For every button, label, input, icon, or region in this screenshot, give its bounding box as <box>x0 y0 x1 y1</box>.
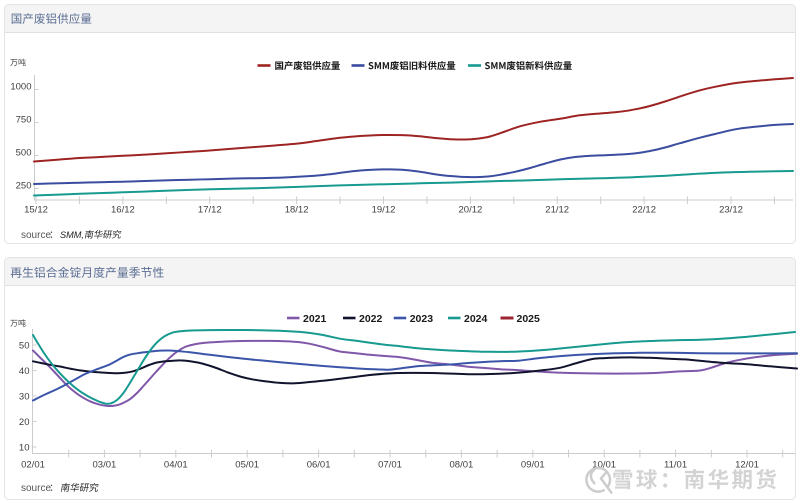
svg-text:30: 30 <box>19 391 30 402</box>
svg-text:20: 20 <box>19 417 30 428</box>
svg-text:17/12: 17/12 <box>198 204 222 215</box>
svg-text:2025: 2025 <box>517 313 541 325</box>
svg-text:2023: 2023 <box>410 313 434 325</box>
svg-text:SMM,: SMM, <box>60 230 84 240</box>
svg-text:15/12: 15/12 <box>24 204 48 215</box>
svg-text:18/12: 18/12 <box>285 204 309 215</box>
svg-text:2024: 2024 <box>464 313 488 325</box>
svg-text:10/01: 10/01 <box>592 460 616 471</box>
svg-text:2022: 2022 <box>359 313 383 325</box>
svg-text:1000: 1000 <box>10 81 31 92</box>
svg-text:22/12: 22/12 <box>632 204 656 215</box>
svg-text:02/01: 02/01 <box>21 460 45 471</box>
svg-text:50: 50 <box>19 340 30 351</box>
svg-text:source: source <box>21 230 51 241</box>
svg-text:06/01: 06/01 <box>307 460 331 471</box>
svg-text:23/12: 23/12 <box>719 204 743 215</box>
svg-text:10: 10 <box>19 442 30 453</box>
svg-text:2021: 2021 <box>303 313 327 325</box>
svg-text:03/01: 03/01 <box>93 460 117 471</box>
svg-text:40: 40 <box>19 366 30 377</box>
svg-text:12/01: 12/01 <box>735 460 759 471</box>
svg-text:250: 250 <box>16 180 32 191</box>
svg-text:05/01: 05/01 <box>235 460 259 471</box>
svg-text:11/01: 11/01 <box>664 460 687 471</box>
svg-text:source: source <box>21 483 51 494</box>
svg-text:500: 500 <box>16 147 32 158</box>
svg-text:19/12: 19/12 <box>372 204 396 215</box>
svg-text:09/01: 09/01 <box>521 460 545 471</box>
svg-text:07/01: 07/01 <box>378 460 402 471</box>
svg-text:20/12: 20/12 <box>459 204 483 215</box>
svg-text:750: 750 <box>16 114 32 125</box>
svg-text:08/01: 08/01 <box>450 460 474 471</box>
svg-text:04/01: 04/01 <box>164 460 188 471</box>
svg-text:16/12: 16/12 <box>111 204 135 215</box>
svg-text:21/12: 21/12 <box>545 204 569 215</box>
